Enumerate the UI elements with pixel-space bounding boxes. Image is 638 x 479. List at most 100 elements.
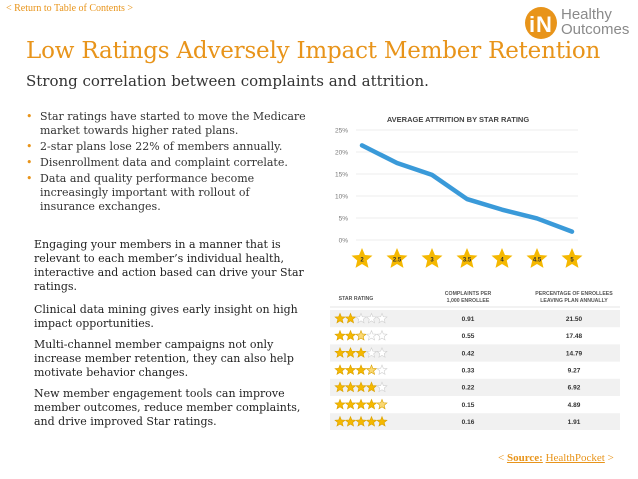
healthy-outcomes-logo: i N Healthy Outcomes: [524, 6, 634, 46]
x-axis-star-icon: [351, 248, 373, 268]
rating-star-icon: [376, 381, 388, 393]
bullet-item: • Disenrollment data and complaint correl…: [26, 156, 306, 170]
percentage-value: 4.89: [568, 402, 581, 409]
bullet-item: • Star ratings have started to move the M…: [26, 110, 306, 138]
percentage-value: 9.27: [568, 368, 581, 375]
x-tick-label: 5: [570, 258, 574, 264]
y-tick-label: 0%: [339, 238, 349, 245]
y-tick-label: 15%: [335, 172, 348, 179]
table-row-band: [330, 378, 620, 396]
bullet-text: Disenrollment data and complaint correla…: [40, 156, 288, 169]
rating-star-icon: [334, 398, 346, 410]
page-title: Low Ratings Adversely Impact Member Rete…: [26, 38, 601, 64]
rating-star-icon: [376, 346, 388, 358]
rating-star-icon: [365, 398, 378, 410]
bullet-dot-icon: •: [26, 172, 33, 185]
rating-star-icon: [344, 381, 357, 393]
rating-star-icon: [376, 364, 388, 376]
complaints-value: 0.91: [462, 316, 475, 323]
bullet-dot-icon: •: [26, 110, 33, 123]
table-row-band: [330, 310, 620, 328]
source-prefix: <: [498, 452, 507, 464]
rating-star-icon: [334, 312, 346, 324]
rating-star-icon: [344, 346, 357, 358]
x-axis-star-icon: [491, 248, 513, 268]
percentage-value: 6.92: [568, 385, 581, 392]
percentage-value: 1.91: [568, 419, 581, 426]
paragraph-data-mining: Clinical data mining gives early insight…: [34, 303, 298, 330]
rating-star-icon: [355, 346, 367, 358]
bullet-text: Data and quality performance become incr…: [40, 172, 255, 213]
x-tick-label: 3: [430, 258, 434, 264]
source-label: Source:: [506, 452, 543, 464]
in-logo-icon: i N: [525, 7, 557, 39]
bullet-dot-icon: •: [26, 156, 33, 169]
rating-star-icon: [344, 415, 357, 427]
page-subtitle: Strong correlation between complaints an…: [26, 72, 429, 90]
rating-star-icon: [376, 398, 388, 410]
rating-star-icon: [334, 329, 346, 341]
rating-star-icon: [376, 312, 388, 324]
rating-star-icon: [344, 398, 357, 410]
rating-star-icon: [365, 346, 378, 358]
paragraph-campaigns: Multi-channel member campaigns not only …: [34, 338, 294, 379]
x-axis-star-icon: [386, 248, 408, 268]
rating-star-icon: [334, 415, 346, 427]
svg-text:N: N: [536, 12, 552, 37]
paragraph-engagement-tools: New member engagement tools can improve …: [34, 387, 301, 428]
x-tick-label: 2: [360, 258, 364, 264]
attrition-series-line: [359, 143, 575, 234]
bullet-text: 2-star plans lose 22% of members annuall…: [40, 140, 283, 153]
complaints-value: 0.33: [462, 368, 475, 375]
table-row-band: [330, 413, 620, 430]
rating-star-icon: [355, 398, 367, 410]
rating-star-icon: [355, 329, 367, 341]
table-header-stars: STAR RATING: [339, 296, 374, 302]
rating-star-icon: [365, 415, 378, 427]
rating-star-icon: [376, 415, 388, 427]
chart-title: AVERAGE ATTRITION BY STAR RATING: [387, 115, 530, 124]
rating-star-icon: [355, 364, 367, 376]
rating-star-icon: [344, 312, 357, 324]
bullet-text: Star ratings have started to move the Me…: [40, 110, 306, 137]
bullet-item: • 2-star plans lose 22% of members annual…: [26, 140, 306, 154]
source-suffix: >: [604, 452, 614, 464]
complaints-value: 0.55: [462, 333, 475, 340]
complaints-value: 0.15: [462, 402, 475, 409]
rating-star-icon: [334, 364, 346, 376]
return-to-toc-link[interactable]: < Return to Table of Contents >: [6, 3, 134, 14]
bullet-item: • Data and quality performance become inc…: [26, 172, 306, 214]
rating-star-icon: [355, 415, 367, 427]
rating-star-icon: [355, 381, 367, 393]
x-tick-label: 4: [500, 258, 504, 264]
percentage-value: 21.50: [566, 316, 583, 323]
rating-star-icon: [365, 329, 378, 341]
x-tick-label: 2.5: [393, 258, 402, 264]
rating-star-icon: [365, 381, 378, 393]
rating-star-icon: [365, 312, 378, 324]
svg-text:i: i: [529, 12, 535, 37]
source-credit: < Source: HealthPocket >: [498, 452, 614, 464]
logo-line1: Healthy: [561, 6, 612, 23]
x-axis-star-icon: [561, 248, 583, 268]
y-tick-label: 20%: [335, 150, 348, 157]
y-tick-label: 25%: [335, 128, 348, 135]
logo-line2: Outcomes: [561, 21, 630, 38]
bullet-list: • Star ratings have started to move the M…: [26, 110, 306, 216]
complaints-value: 0.16: [462, 419, 475, 426]
percentage-value: 17.48: [566, 333, 583, 340]
paragraph-engagement: Engaging your members in a manner that i…: [34, 238, 304, 293]
rating-star-icon: [365, 364, 378, 376]
table-header-percentage: PERCENTAGE OF ENROLLEES LEAVING PLAN ANNU…: [535, 291, 613, 304]
rating-star-icon: [334, 346, 346, 358]
percentage-value: 14.79: [566, 350, 583, 357]
rating-star-icon: [344, 329, 357, 341]
rating-star-icon: [344, 364, 357, 376]
complaints-value: 0.22: [462, 385, 475, 392]
x-tick-label: 3.5: [463, 258, 472, 264]
source-link[interactable]: HealthPocket: [545, 452, 605, 464]
y-tick-label: 5%: [339, 216, 349, 223]
y-tick-label: 10%: [335, 194, 348, 201]
rating-star-icon: [334, 381, 346, 393]
table-header-complaints: COMPLAINTS PER 1,000 ENROLLEE: [445, 291, 492, 304]
